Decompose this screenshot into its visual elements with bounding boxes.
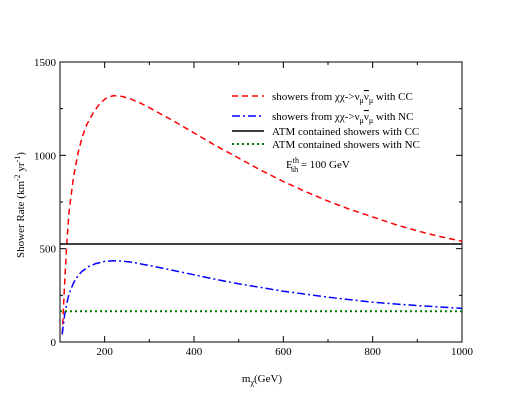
x-tick-label: 1000: [451, 346, 474, 358]
y-axis-label: Shower Rate (km-2 yr-1): [13, 152, 27, 258]
y-axis-label-end: ): [15, 152, 27, 156]
y-axis-label-mid: yr: [15, 162, 27, 174]
threshold-main: E: [286, 159, 293, 171]
y-axis-label-sup2: -1: [13, 156, 22, 163]
y-tick-label: 1000: [34, 150, 57, 162]
y-axis-label-sup1: -2: [13, 174, 22, 181]
x-axis-label-main: m: [242, 373, 251, 385]
series-line-1: [61, 260, 463, 335]
legend-cc-sub2: μ: [369, 96, 373, 105]
legend-nc-pre: showers from χχ->ν: [272, 111, 360, 123]
legend-nc-sub2: μ: [369, 116, 373, 125]
threshold-sub: sh: [291, 165, 298, 174]
legend-nc-sub1: μ: [360, 116, 364, 125]
legend-entry-nc: showers from χχ->νμνμ with NC: [272, 111, 413, 125]
x-tick-label: 400: [186, 346, 203, 358]
threshold-sup: th: [293, 156, 299, 165]
legend-cc-sub1: μ: [360, 96, 364, 105]
legend-cc-pre: showers from χχ->ν: [272, 91, 360, 103]
threshold-rest: = 100 GeV: [298, 159, 350, 171]
x-axis-label-unit: (GeV): [254, 373, 282, 385]
legend-cc-post: with CC: [373, 91, 413, 103]
threshold-annotation: Eth sh = 100 GeV: [286, 156, 350, 174]
legend: showers from χχ->νμνμ with CC showers fr…: [232, 91, 420, 174]
legend-cc-mid: ν: [364, 91, 369, 103]
axis-ticks: 200 400 600 800 1000 0 500 1000 1500: [34, 57, 474, 358]
legend-entry-atm-cc: ATM contained showers with CC: [272, 126, 419, 138]
series-lines: [60, 94, 463, 335]
x-tick-label: 800: [364, 346, 381, 358]
y-tick-label: 500: [40, 244, 57, 256]
x-tick-label: 200: [96, 346, 113, 358]
legend-entry-atm-nc: ATM contained showers with NC: [272, 139, 420, 151]
x-axis-label-sub: χ: [249, 378, 254, 387]
legend-nc-mid: ν: [364, 111, 369, 123]
x-tick-label: 600: [275, 346, 292, 358]
y-axis-label-main: Shower Rate (km: [15, 181, 27, 258]
y-tick-label: 0: [51, 337, 57, 349]
x-axis-label: mχ(GeV): [242, 373, 283, 387]
legend-nc-post: with NC: [373, 111, 413, 123]
series-line-0: [61, 94, 463, 335]
y-tick-label: 1500: [34, 57, 57, 69]
plot-frame: [59, 61, 463, 343]
legend-entry-cc: showers from χχ->νμνμ with CC: [272, 91, 413, 105]
